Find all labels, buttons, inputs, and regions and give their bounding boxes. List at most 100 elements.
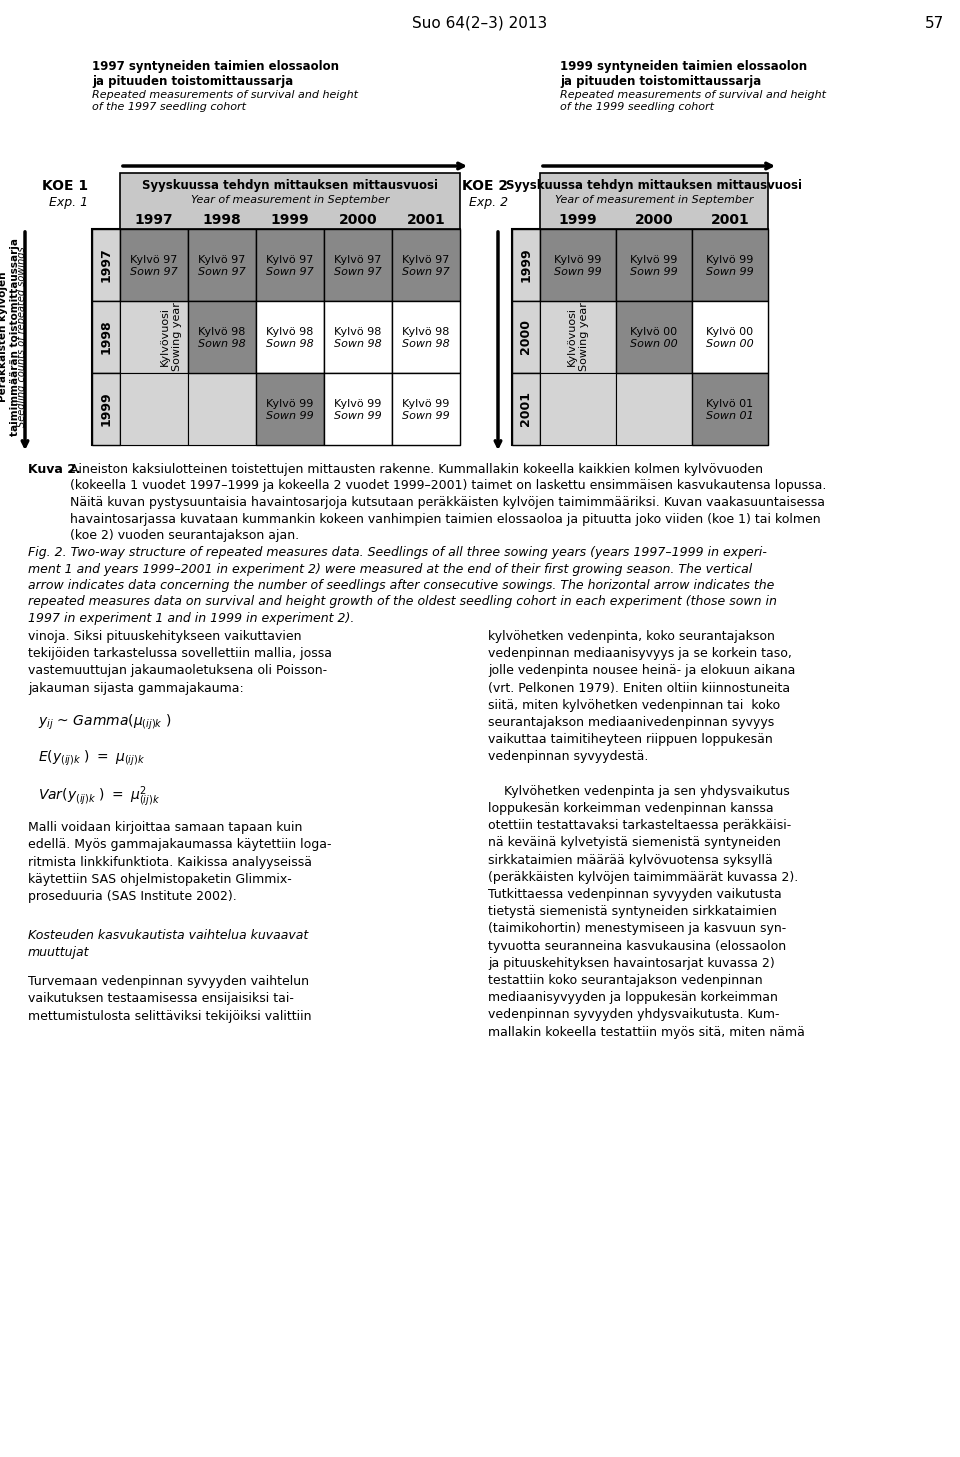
Text: Kosteuden kasvukautista vaihtelua kuvaavat
muuttujat: Kosteuden kasvukautista vaihtelua kuvaav…	[28, 930, 308, 959]
Text: 1999: 1999	[559, 213, 597, 227]
Text: Sown 97: Sown 97	[131, 267, 178, 277]
Text: 1999: 1999	[271, 213, 309, 227]
Text: Kylvö 97: Kylvö 97	[266, 255, 314, 265]
Bar	[188, 373, 256, 444]
Text: Kylvö 99: Kylvö 99	[266, 399, 314, 409]
Text: Year of measurement in September: Year of measurement in September	[191, 195, 389, 205]
Text: Kylvö 97: Kylvö 97	[199, 255, 246, 265]
Bar	[692, 229, 768, 302]
Text: Exp. 1: Exp. 1	[49, 197, 88, 208]
Text: Fig. 2. Two-way structure of repeated measures data. Seedlings of all three sowi: Fig. 2. Two-way structure of repeated me…	[28, 546, 777, 625]
Text: Aineiston kaksiulotteinen toistettujen mittausten rakenne. Kummallakin kokeella : Aineiston kaksiulotteinen toistettujen m…	[70, 463, 827, 542]
Bar	[512, 229, 768, 444]
Text: Sown 99: Sown 99	[402, 411, 450, 421]
Text: $Var(y_{(ij)k}\ )\ =\ \mu _{(ij)k}^{2}$: $Var(y_{(ij)k}\ )\ =\ \mu _{(ij)k}^{2}$	[38, 785, 160, 809]
Text: $y_{ij}$ ~ $Gamma(\mu _{(ij)k}\ )$: $y_{ij}$ ~ $Gamma(\mu _{(ij)k}\ )$	[38, 712, 172, 731]
Text: Malli voidaan kirjoittaa samaan tapaan kuin
edellä. Myös gammajakaumassa käytett: Malli voidaan kirjoittaa samaan tapaan k…	[28, 822, 331, 903]
Text: Repeated measurements of survival and height
of the 1997 seedling cohort: Repeated measurements of survival and he…	[92, 90, 358, 112]
Bar	[692, 373, 768, 444]
Text: 2001: 2001	[407, 213, 445, 227]
Text: Sown 97: Sown 97	[198, 267, 246, 277]
Text: Sown 98: Sown 98	[402, 339, 450, 350]
Bar	[120, 302, 188, 373]
Text: Sown 99: Sown 99	[554, 267, 602, 277]
Bar	[256, 302, 324, 373]
Text: $E(y_{(ij)k}\ )\ =\ \mu _{(ij)k}$: $E(y_{(ij)k}\ )\ =\ \mu _{(ij)k}$	[38, 749, 145, 768]
Text: Sown 99: Sown 99	[266, 411, 314, 421]
Text: Kylvö 01: Kylvö 01	[707, 399, 754, 409]
Text: 1999: 1999	[519, 248, 533, 283]
Bar	[512, 229, 540, 302]
Text: Kylvö 99: Kylvö 99	[334, 399, 382, 409]
Text: 1997 syntyneiden taimien elossaolon
ja pituuden toistomittaussarja: 1997 syntyneiden taimien elossaolon ja p…	[92, 60, 339, 87]
Bar	[616, 229, 692, 302]
Bar	[92, 373, 120, 444]
Bar	[512, 302, 540, 373]
Text: Kuva 2.: Kuva 2.	[28, 463, 81, 476]
Bar	[120, 373, 188, 444]
Text: Sown 97: Sown 97	[402, 267, 450, 277]
Text: Sown 99: Sown 99	[334, 411, 382, 421]
Text: Exp. 2: Exp. 2	[468, 197, 508, 208]
Bar	[392, 373, 460, 444]
Text: Kylvö 97: Kylvö 97	[402, 255, 449, 265]
Text: Sown 01: Sown 01	[707, 411, 754, 421]
Text: 2000: 2000	[339, 213, 377, 227]
Text: Year of measurement in September: Year of measurement in September	[555, 195, 754, 205]
Text: Kylvövuosi
Sowing year: Kylvövuosi Sowing year	[160, 303, 181, 372]
Text: 2001: 2001	[519, 392, 533, 427]
Text: Sown 98: Sown 98	[334, 339, 382, 350]
Text: Syyskuussa tehdyn mittauksen mittausvuosi: Syyskuussa tehdyn mittauksen mittausvuos…	[506, 179, 802, 192]
Text: Syyskuussa tehdyn mittauksen mittausvuosi: Syyskuussa tehdyn mittauksen mittausvuos…	[142, 179, 438, 192]
Text: Kylvö 99: Kylvö 99	[402, 399, 449, 409]
Text: vinoja. Siksi pituuskehitykseen vaikuttavien
tekijöiden tarkastelussa sovelletti: vinoja. Siksi pituuskehitykseen vaikutta…	[28, 629, 332, 695]
Text: 2000: 2000	[519, 319, 533, 354]
Text: Kylvö 99: Kylvö 99	[554, 255, 602, 265]
Text: Kylvö 00: Kylvö 00	[707, 326, 754, 337]
Text: Sown 99: Sown 99	[707, 267, 754, 277]
Bar	[392, 302, 460, 373]
Bar	[324, 229, 392, 302]
Text: 2000: 2000	[635, 213, 673, 227]
Bar	[540, 229, 616, 302]
Text: 1998: 1998	[203, 213, 241, 227]
Text: kylvöhetken vedenpinta, koko seurantajakson
vedenpinnan mediaanisyvyys ja se kor: kylvöhetken vedenpinta, koko seurantajak…	[488, 629, 804, 1039]
Text: Kylvö 98: Kylvö 98	[266, 326, 314, 337]
Bar	[540, 302, 616, 373]
Bar	[120, 173, 460, 229]
Bar	[392, 229, 460, 302]
Bar	[324, 302, 392, 373]
Text: Kylvö 97: Kylvö 97	[334, 255, 382, 265]
Text: 1998: 1998	[100, 319, 112, 354]
Text: 1997: 1997	[134, 213, 174, 227]
Text: Repeated measurements of survival and height
of the 1999 seedling cohort: Repeated measurements of survival and he…	[560, 90, 826, 112]
Text: Kylvö 99: Kylvö 99	[631, 255, 678, 265]
Bar	[616, 373, 692, 444]
Bar	[512, 373, 540, 444]
Text: 1999: 1999	[100, 392, 112, 427]
Text: Kylvö 98: Kylvö 98	[334, 326, 382, 337]
Text: 2001: 2001	[710, 213, 750, 227]
Text: Kylvövuosi
Sowing year: Kylvövuosi Sowing year	[567, 303, 588, 372]
Bar	[540, 173, 768, 229]
Bar	[120, 229, 188, 302]
Bar	[188, 229, 256, 302]
Text: KOE 1: KOE 1	[42, 179, 88, 192]
Text: Kylvö 98: Kylvö 98	[402, 326, 449, 337]
Bar	[256, 229, 324, 302]
Bar	[92, 302, 120, 373]
Text: 1999 syntyneiden taimien elossaolon
ja pituuden toistomittaussarja: 1999 syntyneiden taimien elossaolon ja p…	[560, 60, 807, 87]
Bar	[256, 373, 324, 444]
Text: Sown 00: Sown 00	[630, 339, 678, 350]
Text: Suo 64(2–3) 2013: Suo 64(2–3) 2013	[413, 16, 547, 31]
Text: Sown 97: Sown 97	[334, 267, 382, 277]
Bar	[692, 302, 768, 373]
Text: Sown 99: Sown 99	[630, 267, 678, 277]
Bar	[324, 373, 392, 444]
Text: 57: 57	[925, 16, 945, 31]
Text: KOE 2: KOE 2	[462, 179, 508, 192]
Text: Kylvö 97: Kylvö 97	[131, 255, 178, 265]
Bar	[540, 373, 616, 444]
Bar	[92, 229, 120, 302]
Text: Sown 98: Sown 98	[198, 339, 246, 350]
